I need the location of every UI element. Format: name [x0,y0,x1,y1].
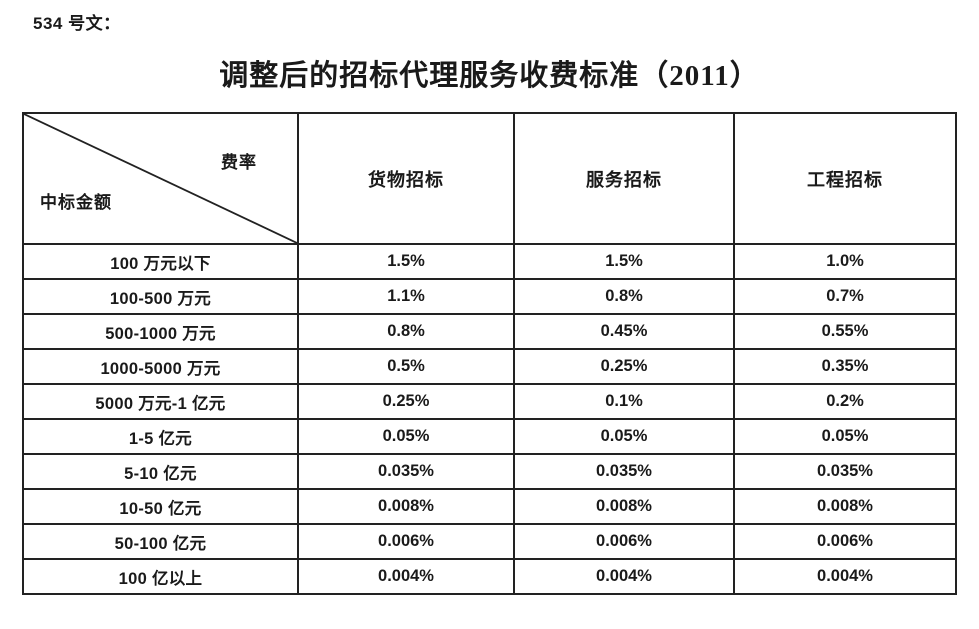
column-header-goods: 货物招标 [297,112,515,245]
corner-label-bid-amount: 中标金额 [40,193,112,212]
table-cell: 0.035% [297,453,515,490]
table-row: 500-1000 万元 0.8% 0.45% 0.55% [22,313,957,350]
table-cell: 0.5% [297,348,515,385]
diagonal-corner-cell: 费率 中标金额 [22,112,299,245]
table-cell: 0.35% [733,348,957,385]
table-cell: 0.008% [513,488,735,525]
table-row: 1-5 亿元 0.05% 0.05% 0.05% [22,418,957,455]
row-label: 500-1000 万元 [22,313,299,350]
table-header-row: 费率 中标金额 货物招标 服务招标 工程招标 [22,112,957,245]
table-cell: 0.006% [513,523,735,560]
table-cell: 0.004% [513,558,735,595]
table-cell: 1.5% [513,243,735,280]
fee-rate-table: 费率 中标金额 货物招标 服务招标 工程招标 100 万元以下 1.5% 1.5… [22,112,957,595]
corner-label-fee-rate: 费率 [221,153,257,172]
table-cell: 0.05% [297,418,515,455]
table-row: 1000-5000 万元 0.5% 0.25% 0.35% [22,348,957,385]
diagonal-divider-line [24,114,297,243]
table-row: 5000 万元-1 亿元 0.25% 0.1% 0.2% [22,383,957,420]
table-cell: 0.006% [733,523,957,560]
row-label: 1000-5000 万元 [22,348,299,385]
table-cell: 1.0% [733,243,957,280]
table-cell: 0.006% [297,523,515,560]
document-number-label: 534 号文： [33,14,121,33]
table-cell: 0.05% [513,418,735,455]
table-cell: 0.004% [297,558,515,595]
row-label: 10-50 亿元 [22,488,299,525]
row-label: 5000 万元-1 亿元 [22,383,299,420]
table-row: 5-10 亿元 0.035% 0.035% 0.035% [22,453,957,490]
table-cell: 0.004% [733,558,957,595]
table-cell: 1.5% [297,243,515,280]
row-label: 100 亿以上 [22,558,299,595]
table-cell: 0.25% [513,348,735,385]
row-label: 100 万元以下 [22,243,299,280]
table-cell: 0.1% [513,383,735,420]
table-cell: 0.008% [733,488,957,525]
table-row: 50-100 亿元 0.006% 0.006% 0.006% [22,523,957,560]
row-label: 100-500 万元 [22,278,299,315]
table-cell: 0.45% [513,313,735,350]
column-header-engineering: 工程招标 [733,112,957,245]
table-cell: 0.8% [297,313,515,350]
table-cell: 0.035% [513,453,735,490]
table-row: 100 万元以下 1.5% 1.5% 1.0% [22,243,957,280]
table-row: 100 亿以上 0.004% 0.004% 0.004% [22,558,957,595]
row-label: 50-100 亿元 [22,523,299,560]
table-cell: 0.2% [733,383,957,420]
page-title: 调整后的招标代理服务收费标准（2011） [219,60,760,92]
column-header-service: 服务招标 [513,112,735,245]
table-cell: 0.8% [513,278,735,315]
table-cell: 0.035% [733,453,957,490]
table-row: 100-500 万元 1.1% 0.8% 0.7% [22,278,957,315]
table-cell: 0.05% [733,418,957,455]
table-row: 10-50 亿元 0.008% 0.008% 0.008% [22,488,957,525]
table-cell: 0.25% [297,383,515,420]
table-cell: 1.1% [297,278,515,315]
table-cell: 0.7% [733,278,957,315]
row-label: 1-5 亿元 [22,418,299,455]
row-label: 5-10 亿元 [22,453,299,490]
table-cell: 0.55% [733,313,957,350]
table-cell: 0.008% [297,488,515,525]
